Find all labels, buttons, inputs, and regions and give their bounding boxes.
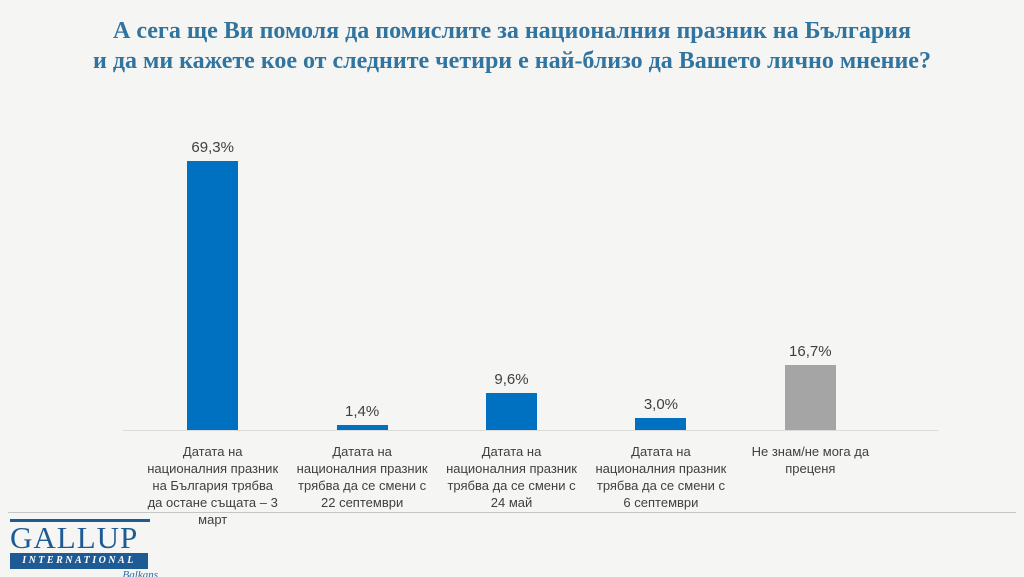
category-labels: Датата на националния празник на Българи… bbox=[138, 431, 885, 528]
bar-column: 16,7% bbox=[736, 135, 885, 430]
bar-value-label: 1,4% bbox=[345, 402, 380, 420]
gallup-logo: GALLUP INTERNATIONAL Balkans bbox=[10, 519, 158, 577]
bar-column: 9,6% bbox=[437, 135, 586, 430]
bar-chart: 69,3% 1,4% 9,6% 3,0% 16,7% Датата на национа… bbox=[123, 135, 938, 528]
bar bbox=[187, 161, 239, 430]
logo-region-label: Balkans bbox=[122, 569, 158, 577]
bar-columns: 69,3% 1,4% 9,6% 3,0% 16,7% bbox=[138, 135, 885, 430]
bar bbox=[486, 392, 538, 430]
logo-international-banner: INTERNATIONAL bbox=[10, 553, 148, 569]
bar bbox=[784, 365, 836, 430]
logo-wordmark: GALLUP bbox=[10, 520, 139, 555]
plot-area: 69,3% 1,4% 9,6% 3,0% 16,7% bbox=[123, 135, 938, 431]
bar-column: 1,4% bbox=[287, 135, 436, 430]
bar-value-label: 3,0% bbox=[643, 396, 679, 414]
bar-value-label: 9,6% bbox=[494, 370, 529, 388]
chart-title-line2: и да ми кажете кое от следните четири е … bbox=[93, 48, 931, 74]
chart-title-line1: А сега ще Ви помоля да помислите за наци… bbox=[113, 18, 911, 44]
logo-top-rule bbox=[10, 519, 150, 522]
bar-column: 69,3% bbox=[138, 135, 287, 430]
category-label: Не знам/не мога да преценя bbox=[751, 444, 870, 476]
bar-column: 3,0% bbox=[586, 135, 735, 430]
bar bbox=[336, 424, 388, 430]
bar-value-label: 16,7% bbox=[789, 343, 832, 361]
category-label: Датата на националния празник трябва да … bbox=[296, 444, 428, 510]
category-label: Датата на националния празник на Българи… bbox=[147, 444, 279, 527]
category-label: Датата на националния празник трябва да … bbox=[595, 444, 727, 510]
footer-divider bbox=[8, 512, 1016, 513]
category-label: Датата на националния празник трябва да … bbox=[446, 444, 577, 510]
bar bbox=[635, 418, 687, 430]
chart-title: А сега ще Ви помоля да помислите за наци… bbox=[0, 16, 1024, 76]
bar-value-label: 69,3% bbox=[191, 139, 234, 156]
